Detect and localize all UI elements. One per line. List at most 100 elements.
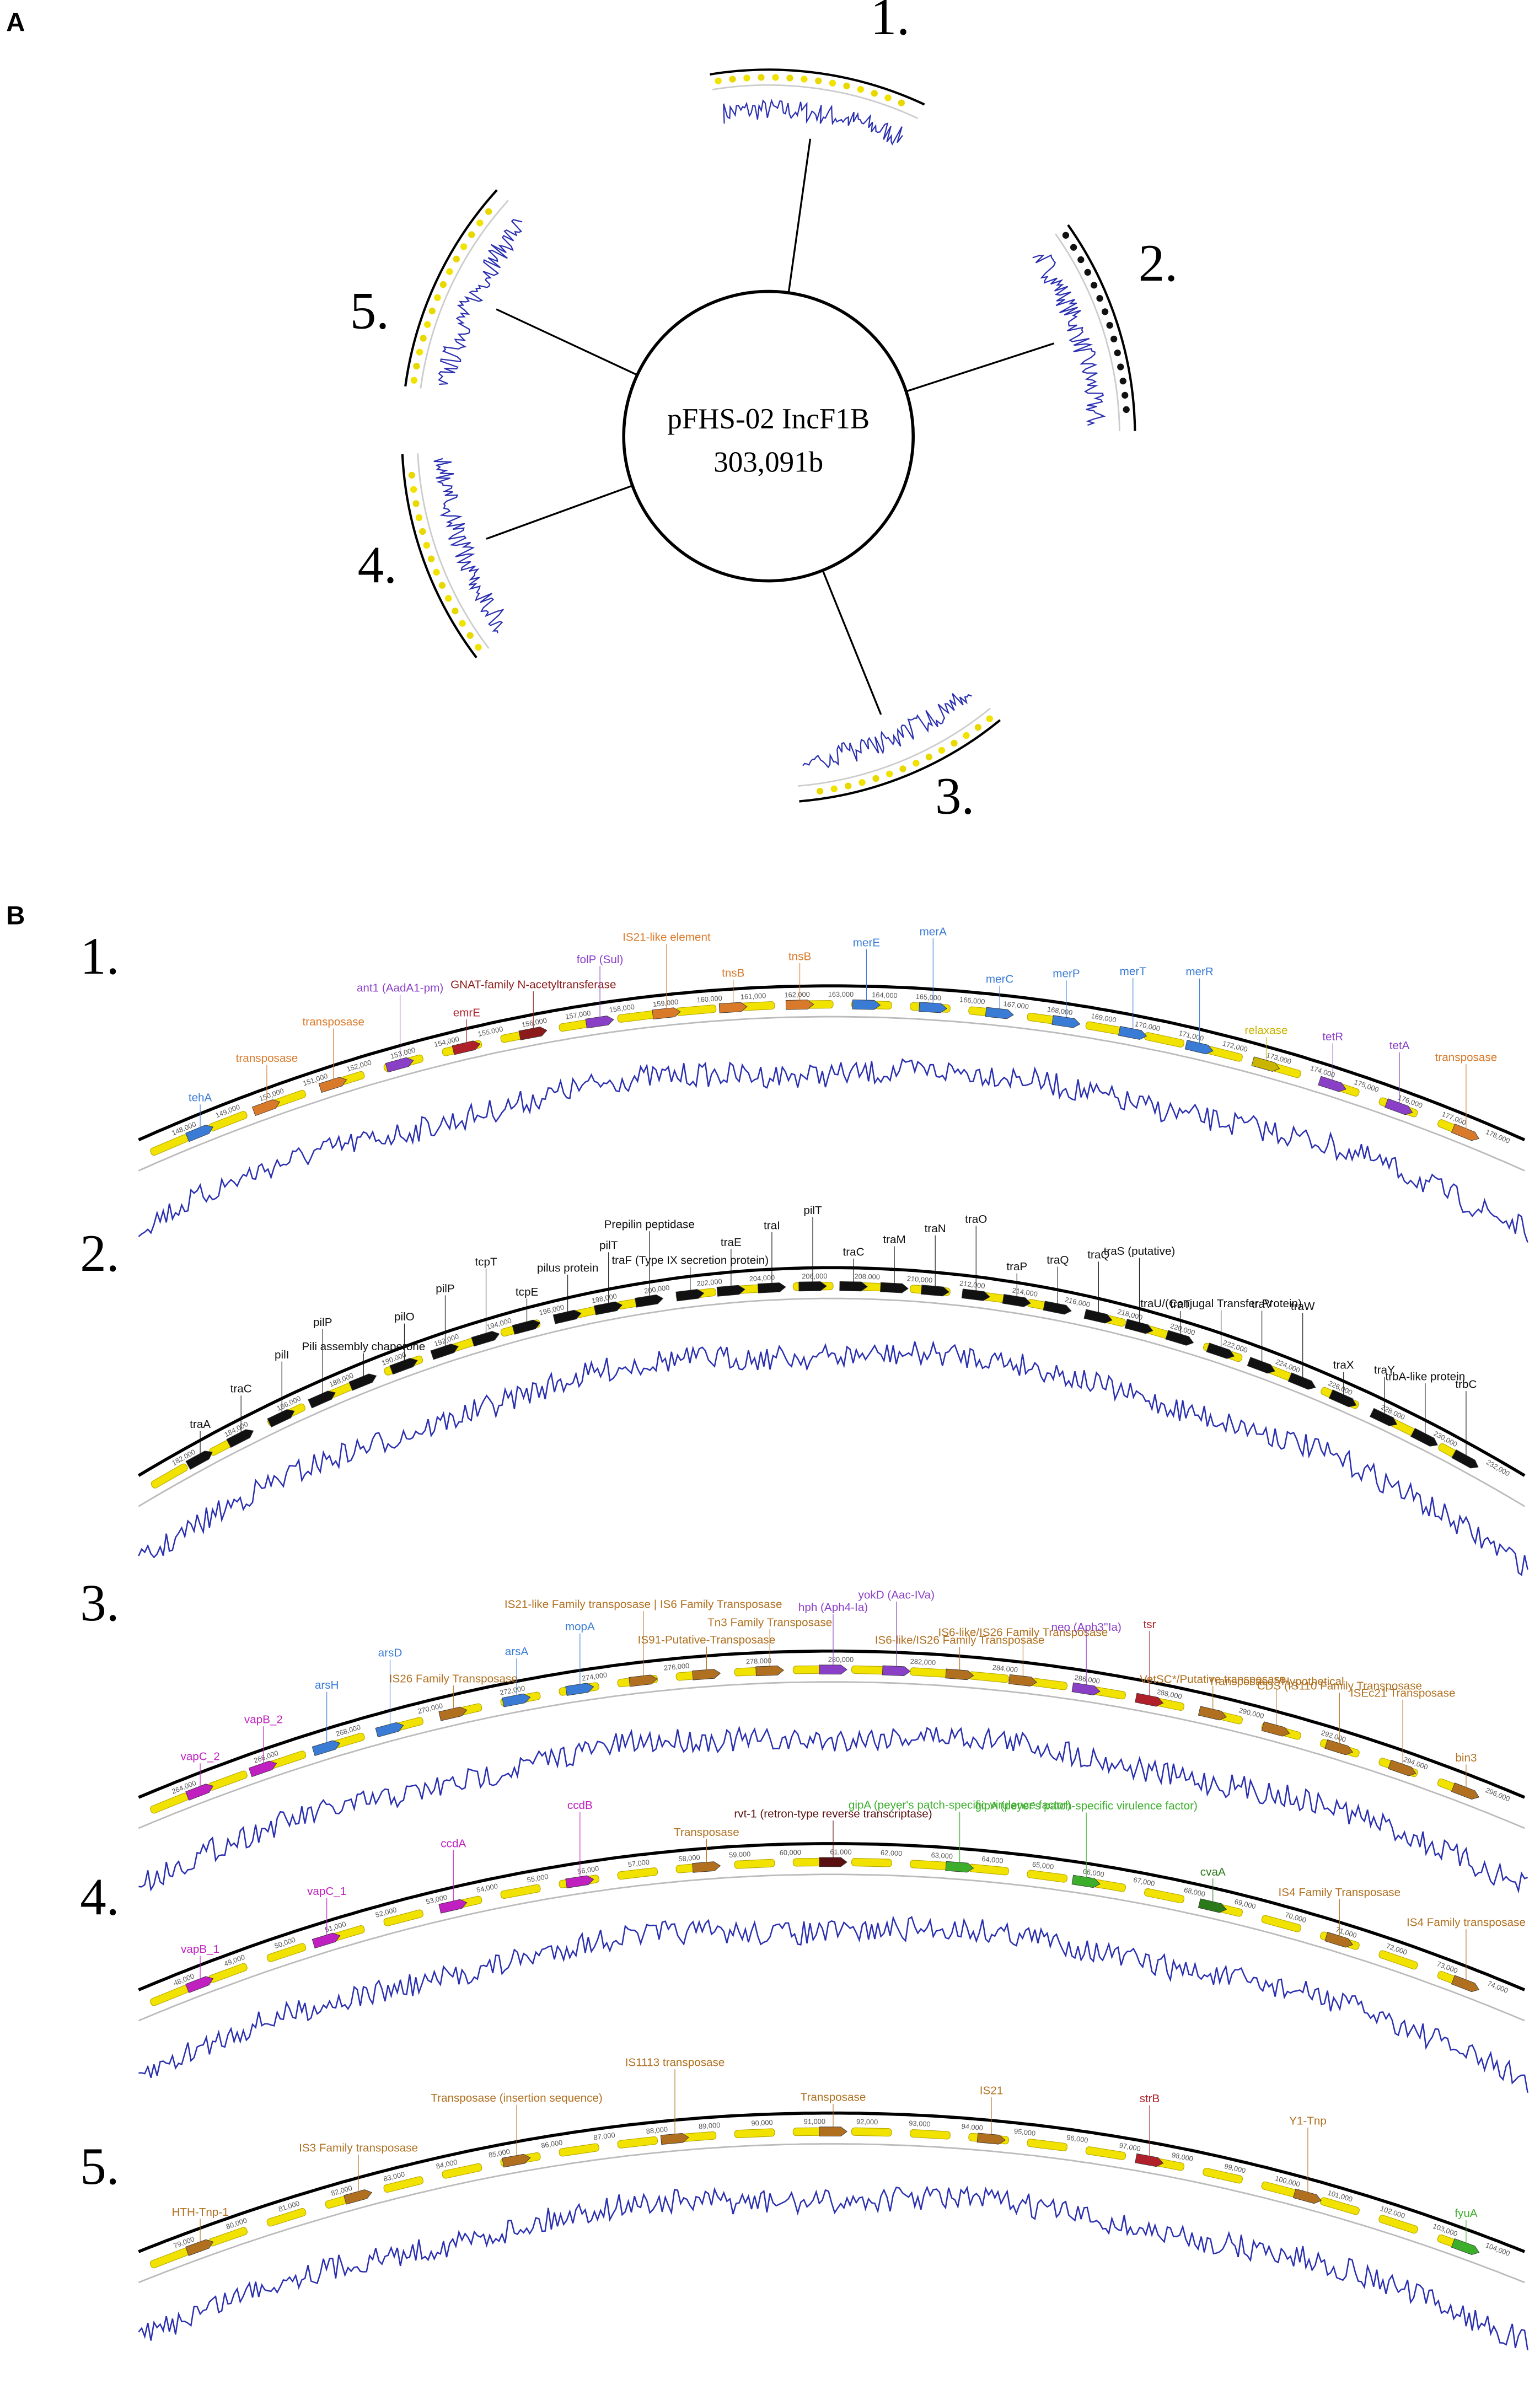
gene bbox=[819, 2126, 847, 2137]
mini-gene bbox=[423, 541, 430, 549]
gene bbox=[1410, 1428, 1438, 1447]
gene-label: CDS (IS110 Family Transposase bbox=[1257, 1680, 1422, 1693]
gene bbox=[1206, 1342, 1235, 1359]
segment-label: 3. bbox=[935, 766, 974, 825]
gene bbox=[185, 1125, 214, 1142]
gene-filler bbox=[851, 1857, 892, 1867]
mini-gene bbox=[758, 74, 765, 81]
gene-label: traO bbox=[965, 1213, 987, 1226]
tick-label: 164,000 bbox=[872, 991, 898, 1000]
mini-gene bbox=[871, 90, 878, 97]
mini-gene bbox=[434, 294, 441, 302]
spoke bbox=[905, 342, 1055, 393]
gene bbox=[718, 1002, 748, 1013]
mini-gc bbox=[1032, 254, 1106, 426]
tick-label: 168,000 bbox=[1047, 1005, 1073, 1017]
gene-label: IS6-like/IS26 Family Transposase bbox=[938, 1626, 1108, 1639]
gene bbox=[1385, 1098, 1413, 1115]
gene-label: VetSC*/Putative transposase bbox=[1140, 1673, 1286, 1686]
gene bbox=[565, 1875, 594, 1888]
mini-gene bbox=[445, 595, 452, 602]
gene-label: merT bbox=[1120, 965, 1147, 978]
gene bbox=[1287, 1372, 1316, 1390]
gene-label: gipA (peyer's patch-specific virulence f… bbox=[849, 1798, 1071, 1811]
gene bbox=[819, 1664, 847, 1675]
gene-label: HTH-Tnp-1 bbox=[171, 2206, 228, 2219]
gene-label: IS6-like/IS26 Family Transposase bbox=[875, 1634, 1045, 1646]
mini-gene bbox=[898, 99, 905, 106]
tick-label: 65,000 bbox=[1032, 1860, 1054, 1871]
gene-label: mopA bbox=[565, 1620, 595, 1633]
tick-label: 60,000 bbox=[780, 1848, 802, 1857]
track-number: 3. bbox=[80, 1573, 119, 1632]
gene bbox=[819, 1857, 847, 1867]
mini-gene bbox=[845, 782, 852, 790]
mini-gene bbox=[857, 85, 864, 93]
gene-label: pilO bbox=[394, 1311, 415, 1323]
tick-label: 89,000 bbox=[699, 2121, 721, 2131]
gene bbox=[1328, 1389, 1357, 1408]
gc-content bbox=[138, 1340, 1528, 1576]
gene-label: trbC bbox=[1455, 1378, 1477, 1391]
mini-gene bbox=[858, 779, 866, 786]
gene-label: traM bbox=[883, 1233, 905, 1246]
gene-label: vapB_1 bbox=[181, 1943, 219, 1956]
mini-gene bbox=[1096, 295, 1103, 302]
gene bbox=[880, 1282, 909, 1293]
tick-label: 276,000 bbox=[663, 1661, 690, 1672]
gene bbox=[308, 1390, 336, 1409]
mini-gene bbox=[886, 770, 893, 777]
mini-gene bbox=[412, 500, 420, 507]
gene-label: traF (Type IX secretion protein) bbox=[611, 1254, 769, 1267]
gene-label: IS91-Putative-Transposase bbox=[638, 1634, 776, 1646]
gene-label: traT bbox=[1170, 1298, 1190, 1311]
gene-filler bbox=[910, 2129, 951, 2140]
gene bbox=[852, 1000, 881, 1010]
gene bbox=[675, 1289, 705, 1302]
segment-label: 2. bbox=[1139, 234, 1178, 292]
tick-label: 92,000 bbox=[856, 2117, 878, 2126]
gene-label: vapC_1 bbox=[307, 1885, 346, 1898]
gene-label: tetR bbox=[1322, 1030, 1343, 1043]
gene bbox=[385, 1057, 414, 1073]
gene bbox=[1124, 1319, 1153, 1334]
mini-gene bbox=[415, 514, 423, 521]
gene-label: emrE bbox=[453, 1006, 480, 1019]
gene-label: tcpE bbox=[516, 1286, 538, 1298]
gene-filler bbox=[734, 2128, 775, 2139]
mini-gene bbox=[446, 268, 453, 275]
gene-filler bbox=[1085, 2146, 1126, 2160]
gene-label: pilP bbox=[313, 1316, 332, 1329]
gene bbox=[1043, 1301, 1072, 1315]
gene-filler bbox=[266, 2208, 307, 2227]
gene bbox=[785, 1000, 814, 1010]
tick-label: 54,000 bbox=[476, 1882, 498, 1894]
mini-gene bbox=[438, 582, 446, 589]
gene bbox=[798, 1281, 827, 1292]
mini-gene bbox=[433, 568, 440, 576]
tick-label: 212,000 bbox=[959, 1279, 986, 1290]
gene-label: traV bbox=[1252, 1298, 1273, 1311]
mini-gene bbox=[986, 715, 993, 722]
gene-label: traU/(Conjugal Transfer Protein) bbox=[1140, 1297, 1302, 1310]
gene-filler bbox=[968, 1671, 1009, 1683]
gene bbox=[839, 1281, 868, 1292]
gene-label: merA bbox=[920, 925, 947, 938]
gene-label: yokD (Aac-IVa) bbox=[858, 1588, 935, 1601]
gene bbox=[585, 1016, 614, 1029]
gene bbox=[312, 1932, 341, 1949]
gene-filler bbox=[1027, 1870, 1068, 1883]
gene-filler bbox=[734, 1859, 775, 1869]
gene-filler bbox=[150, 1985, 189, 2006]
mini-gene bbox=[460, 243, 468, 250]
gene-label: vapC_2 bbox=[180, 1750, 219, 1763]
mini-gene bbox=[468, 231, 475, 238]
tick-label: 167,000 bbox=[1003, 1000, 1029, 1011]
gene-label: arsH bbox=[315, 1679, 339, 1691]
gene-label: traP bbox=[1006, 1260, 1027, 1273]
tick-label: 64,000 bbox=[981, 1855, 1004, 1865]
tick-label: 63,000 bbox=[931, 1851, 953, 1861]
tick-label: 163,000 bbox=[828, 990, 854, 998]
gene bbox=[251, 1099, 281, 1116]
gene-label: Transposase bbox=[801, 2091, 866, 2103]
